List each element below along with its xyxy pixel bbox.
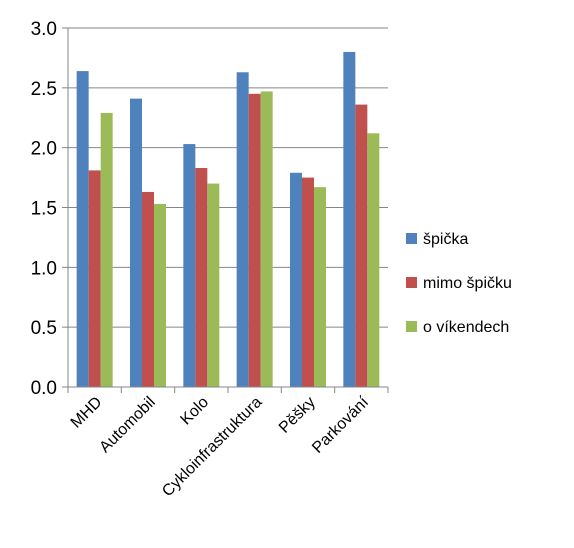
y-tick-label: 0.5 (31, 318, 57, 339)
bar-špička-Parkování (343, 51, 356, 387)
x-tick-label: Parkování (309, 393, 372, 456)
bars (76, 51, 380, 388)
bar-špička-MHD (76, 71, 89, 387)
legend-label: špička (423, 231, 468, 248)
bar-špička-Cykloinfrastruktura (236, 72, 249, 387)
bar-o-víkendech-Pěšky (314, 187, 326, 387)
bar-o-víkendech-Automobil (154, 203, 166, 387)
x-tick-label: Automobil (96, 394, 158, 456)
y-tick-label: 2.0 (31, 139, 57, 160)
x-tick-label: Cykloinfrastruktura (159, 394, 265, 500)
y-tick-label: 1.0 (31, 258, 57, 279)
bar-mimo-špičku-Automobil (142, 191, 154, 387)
bar-o-víkendech-Kolo (207, 183, 220, 387)
legend-swatch (406, 233, 417, 244)
bar-o-víkendech-Cykloinfrastruktura (260, 91, 273, 387)
bar-mimo-špičku-MHD (88, 170, 101, 387)
legend-swatch (406, 321, 417, 332)
bar-mimo-špičku-Cykloinfrastruktura (248, 93, 261, 388)
bar-špička-Pěšky (290, 172, 302, 387)
y-tick-label: 1.5 (31, 199, 57, 220)
bar-mimo-špičku-Parkování (355, 104, 368, 387)
x-tick-label: MHD (68, 394, 106, 432)
axes (67, 28, 388, 388)
bar-špička-Kolo (183, 144, 196, 387)
x-tick-label: Pěšky (276, 394, 319, 437)
y-tick-labels: 0.0 0.5 1.0 1.5 2.0 2.5 3.0 (31, 19, 57, 399)
bar-o-víkendech-MHD (100, 112, 113, 388)
legend: špička mimo špičku o víkendech (406, 231, 512, 336)
legend-label: o víkendech (423, 319, 509, 336)
bar-špička-Automobil (130, 98, 142, 387)
y-tick-label: 3.0 (31, 19, 57, 40)
y-tick-label: 0.0 (31, 378, 57, 399)
bar-o-víkendech-Parkování (367, 133, 380, 387)
y-tick-label: 2.5 (31, 79, 57, 100)
legend-swatch (406, 277, 417, 288)
legend-label: mimo špičku (423, 275, 512, 292)
bar-mimo-špičku-Kolo (195, 168, 208, 387)
x-tick-label: Kolo (177, 394, 212, 429)
bar-mimo-špičku-Pěšky (302, 177, 314, 387)
gridlines (62, 27, 389, 393)
